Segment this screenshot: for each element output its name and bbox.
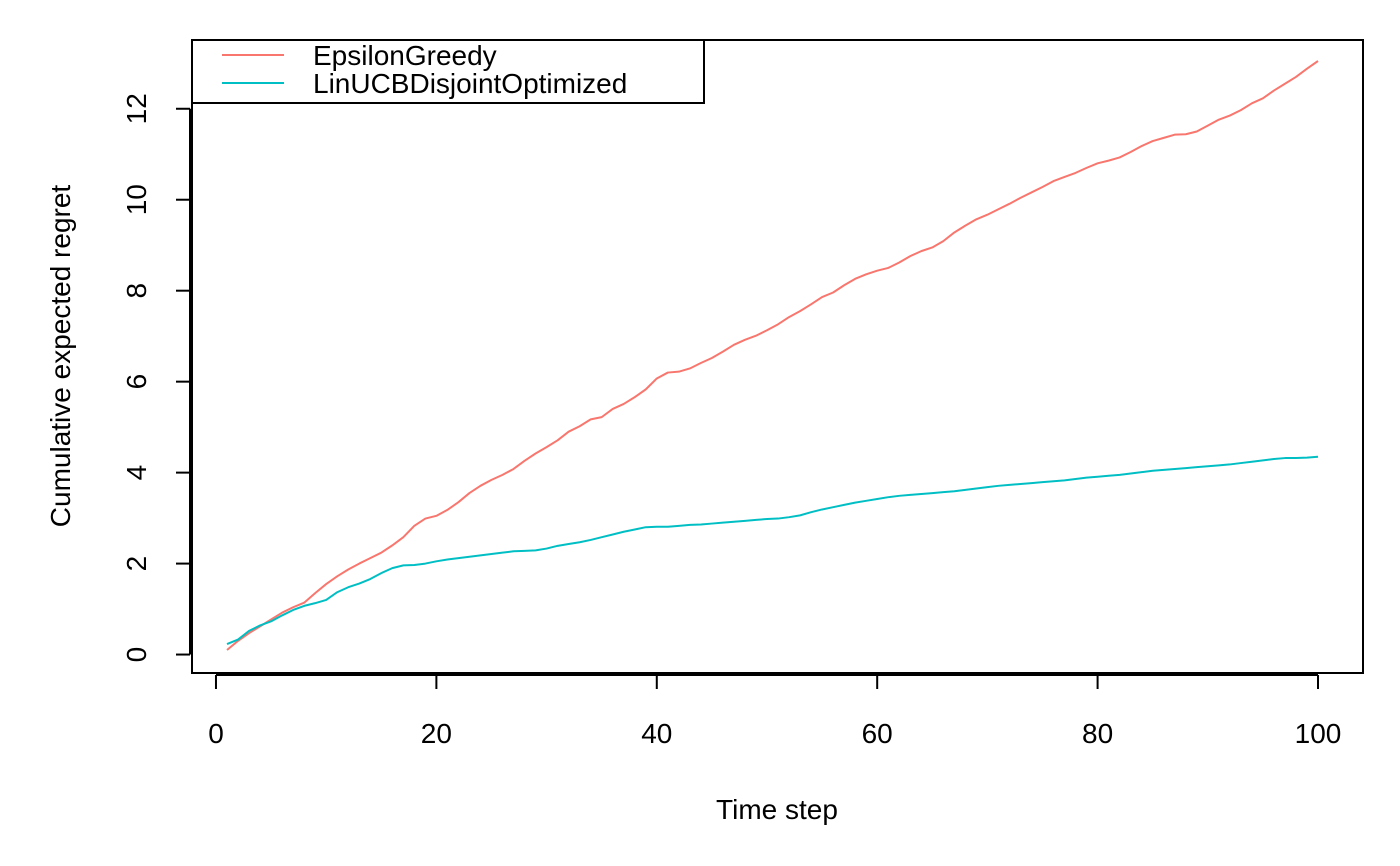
y-tick-label: 2 [121, 556, 152, 572]
x-tick-label: 100 [1295, 718, 1342, 749]
x-tick-label: 0 [208, 718, 224, 749]
series-line-2 [226, 455, 1319, 646]
x-tick-label: 60 [862, 718, 893, 749]
x-tick-label: 80 [1082, 718, 1113, 749]
x-tick-label: 20 [421, 718, 452, 749]
series-layer [226, 60, 1319, 651]
x-axis: 0 20 40 60 80 100 [208, 674, 1342, 749]
y-tick-label: 4 [121, 465, 152, 481]
y-tick-label: 6 [121, 374, 152, 390]
legend-box [191, 39, 705, 104]
x-tick-label: 40 [641, 718, 672, 749]
y-tick-label: 12 [121, 93, 152, 124]
legend-label-1: EpsilonGreedy [313, 40, 497, 71]
series-line-1 [226, 60, 1319, 651]
y-tick-label: 8 [121, 283, 152, 299]
y-tick-label: 10 [121, 184, 152, 215]
y-axis-label: Cumulative expected regret [45, 185, 76, 528]
plot-frame [191, 39, 1364, 674]
x-axis-label: Time step [716, 794, 838, 825]
y-axis: 0 2 4 6 8 10 12 [121, 93, 191, 663]
legend-label-2: LinUCBDisjointOptimized [313, 68, 627, 99]
y-tick-label: 0 [121, 647, 152, 663]
